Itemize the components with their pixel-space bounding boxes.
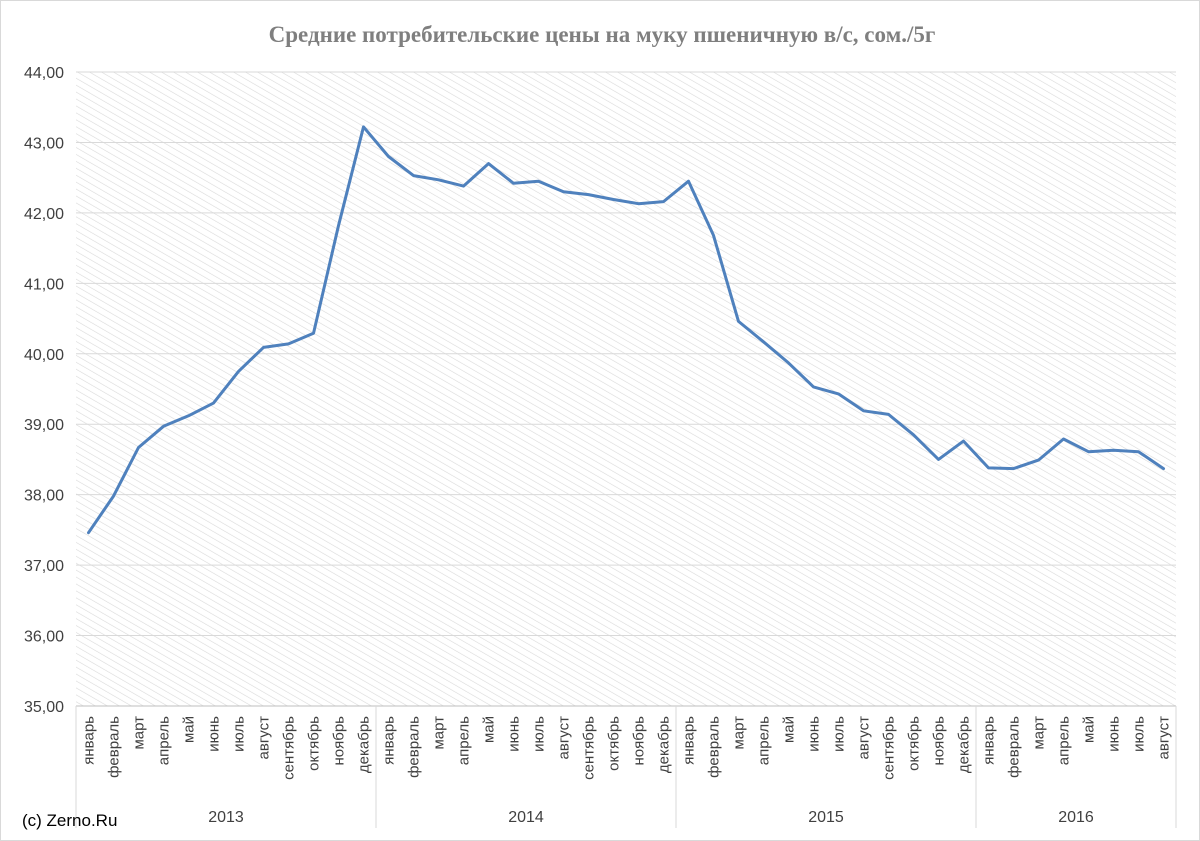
x-tick-label: февраль bbox=[406, 716, 423, 778]
x-tick-label: октябрь bbox=[606, 716, 623, 771]
x-tick-label: март bbox=[431, 716, 448, 750]
x-tick-label: декабрь bbox=[356, 716, 373, 773]
x-tick-label: январь bbox=[81, 716, 98, 765]
y-tick-label: 35,00 bbox=[24, 699, 64, 716]
x-tick-label: январь bbox=[681, 716, 698, 765]
x-tick-label: май bbox=[481, 716, 498, 743]
x-tick-label: ноябрь bbox=[931, 716, 948, 766]
x-tick-label: июнь bbox=[206, 716, 223, 752]
x-tick-label: июнь bbox=[1106, 716, 1123, 752]
x-tick-label: июль bbox=[831, 716, 848, 752]
y-tick-label: 39,00 bbox=[24, 417, 64, 434]
x-axis-tick-labels: январь февраль март апрель май июнь июль август… bbox=[81, 716, 1173, 780]
year-label: 2013 bbox=[208, 809, 244, 826]
x-tick-label: ноябрь bbox=[331, 716, 348, 766]
y-tick-label: 36,00 bbox=[24, 629, 64, 646]
x-tick-label: август bbox=[1156, 716, 1173, 760]
x-tick-label: январь bbox=[981, 716, 998, 765]
x-tick-label: август bbox=[256, 716, 273, 760]
x-tick-label: апрель bbox=[456, 716, 473, 765]
x-tick-label: февраль bbox=[706, 716, 723, 778]
x-tick-label: май bbox=[1081, 716, 1098, 743]
x-tick-label: апрель bbox=[756, 716, 773, 765]
y-tick-label: 42,00 bbox=[24, 206, 64, 223]
x-tick-label: июнь bbox=[806, 716, 823, 752]
credit-text: (c) Zerno.Ru bbox=[22, 811, 117, 830]
x-tick-label: март bbox=[731, 716, 748, 750]
x-tick-label: июнь bbox=[506, 716, 523, 752]
x-tick-label: апрель bbox=[156, 716, 173, 765]
x-tick-label: март bbox=[131, 716, 148, 750]
gridlines bbox=[76, 71, 1176, 637]
x-tick-label: август bbox=[556, 716, 573, 760]
y-tick-label: 38,00 bbox=[24, 488, 64, 505]
year-label: 2015 bbox=[808, 809, 844, 826]
x-axis bbox=[75, 705, 1177, 828]
x-tick-label: март bbox=[1031, 716, 1048, 750]
year-label: 2014 bbox=[508, 809, 544, 826]
y-tick-label: 43,00 bbox=[24, 135, 64, 152]
x-tick-label: июль bbox=[1131, 716, 1148, 752]
x-tick-label: февраль bbox=[1006, 716, 1023, 778]
x-tick-label: сентябрь bbox=[881, 716, 898, 780]
x-tick-label: октябрь bbox=[906, 716, 923, 771]
x-tick-label: февраль bbox=[106, 716, 123, 778]
price-series-line bbox=[87, 125, 1165, 535]
y-tick-label: 41,00 bbox=[24, 276, 64, 293]
x-tick-label: август bbox=[856, 716, 873, 760]
y-tick-label: 44,00 bbox=[24, 65, 64, 82]
x-tick-label: май bbox=[781, 716, 798, 743]
chart-title: Средние потребительские цены на муку пше… bbox=[269, 22, 936, 47]
x-tick-label: май bbox=[181, 716, 198, 743]
x-tick-label: январь bbox=[381, 716, 398, 765]
x-tick-label: апрель bbox=[1056, 716, 1073, 765]
x-tick-label: октябрь bbox=[306, 716, 323, 771]
x-tick-label: ноябрь bbox=[631, 716, 648, 766]
y-tick-label: 40,00 bbox=[24, 347, 64, 364]
year-label: 2016 bbox=[1058, 809, 1094, 826]
x-tick-label: июль bbox=[231, 716, 248, 752]
plot-area bbox=[76, 72, 1176, 706]
y-axis-tick-labels: 35,00 36,00 37,00 38,00 39,00 40,00 41,00 42,00… bbox=[24, 65, 64, 716]
x-tick-label: сентябрь bbox=[281, 716, 298, 780]
x-axis-year-labels: 2013 2014 2015 2016 bbox=[208, 809, 1094, 826]
x-tick-label: июль bbox=[531, 716, 548, 752]
x-tick-label: сентябрь bbox=[581, 716, 598, 780]
y-tick-label: 37,00 bbox=[24, 558, 64, 575]
x-tick-label: декабрь bbox=[656, 716, 673, 773]
x-tick-label: декабрь bbox=[956, 716, 973, 773]
